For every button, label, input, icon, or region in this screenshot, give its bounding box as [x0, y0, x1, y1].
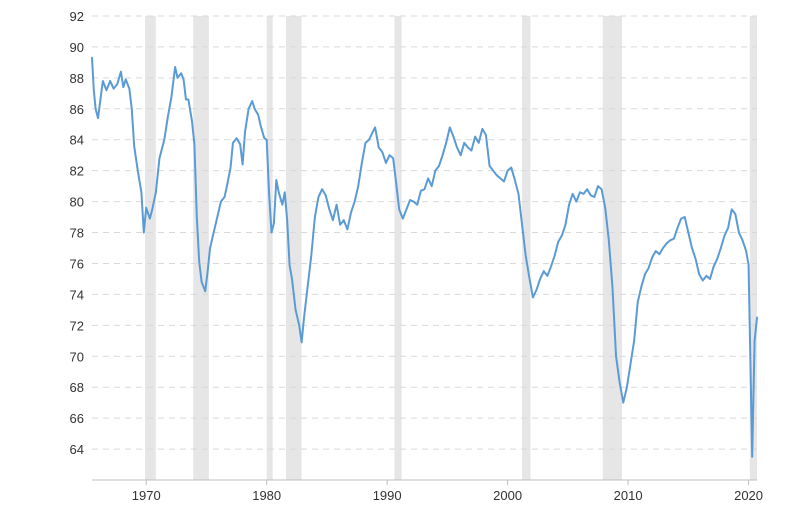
- recession-band: [394, 16, 402, 480]
- recession-band: [266, 16, 273, 480]
- y-tick-label: 76: [70, 256, 84, 271]
- y-tick-label: 92: [70, 9, 84, 24]
- grid-lines: [92, 15, 757, 450]
- y-tick-label: 88: [70, 71, 84, 86]
- y-tick-label: 66: [70, 411, 84, 426]
- y-tick-label: 68: [70, 380, 84, 395]
- y-tick-label: 70: [70, 349, 84, 364]
- recession-band: [749, 16, 757, 480]
- axes: [92, 479, 757, 485]
- y-tick-label: 78: [70, 226, 84, 241]
- recession-band: [285, 16, 302, 480]
- y-tick-label: 82: [70, 164, 84, 179]
- y-tick-label: 64: [70, 442, 84, 457]
- tick-labels: 64 66 68 70 72 74 76 78 80 82 84 86 88 90 92 1970 1980 19…: [70, 9, 763, 503]
- recession-band: [522, 16, 531, 480]
- y-tick-label: 74: [70, 287, 84, 302]
- series-lines: [91, 56, 758, 458]
- y-tick-label: 84: [70, 133, 84, 148]
- series-line: [91, 56, 758, 458]
- x-tick-label: 1990: [373, 488, 402, 503]
- x-tick-label: 1970: [132, 488, 161, 503]
- x-tick-label: 2020: [734, 488, 763, 503]
- y-tick-label: 86: [70, 102, 84, 117]
- x-tick-label: 2010: [614, 488, 643, 503]
- recession-band: [145, 16, 156, 480]
- y-tick-label: 90: [70, 40, 84, 55]
- y-tick-label: 72: [70, 318, 84, 333]
- x-tick-label: 2000: [493, 488, 522, 503]
- recession-bands: [145, 16, 757, 480]
- y-tick-label: 80: [70, 195, 84, 210]
- recession-band: [602, 16, 623, 480]
- x-tick-label: 1980: [252, 488, 281, 503]
- recession-band: [193, 16, 209, 480]
